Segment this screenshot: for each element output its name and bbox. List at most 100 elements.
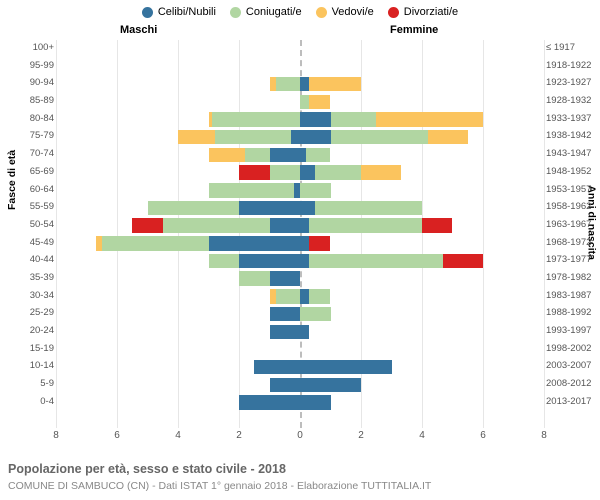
bar-segment	[300, 130, 331, 145]
bar-segment	[209, 254, 240, 269]
age-row: 10-142003-2007	[56, 358, 544, 376]
birth-year-label: 2013-2017	[546, 396, 598, 407]
bar-female	[300, 112, 483, 127]
bar-segment	[209, 183, 294, 198]
birth-year-label: 2008-2012	[546, 378, 598, 389]
age-row: 75-791938-1942	[56, 128, 544, 146]
birth-year-label: 1978-1982	[546, 272, 598, 283]
bar-segment	[178, 130, 215, 145]
bar-segment	[300, 325, 309, 340]
bar-female	[300, 236, 330, 251]
bar-segment	[239, 201, 300, 216]
chart-subtitle: COMUNE DI SAMBUCO (CN) - Dati ISTAT 1° g…	[8, 480, 431, 492]
bar-segment	[428, 130, 468, 145]
legend-label: Divorziati/e	[404, 6, 458, 18]
age-row: 65-691948-1952	[56, 164, 544, 182]
bar-segment	[215, 130, 291, 145]
age-label: 35-39	[16, 272, 54, 283]
gender-male-label: Maschi	[120, 24, 157, 36]
x-tick-label: 0	[297, 430, 303, 441]
age-row: 45-491968-1972	[56, 235, 544, 253]
age-row: 55-591958-1962	[56, 199, 544, 217]
x-tick-label: 8	[53, 430, 59, 441]
gridline	[544, 40, 545, 428]
bar-male	[270, 289, 300, 304]
age-row: 95-991918-1922	[56, 58, 544, 76]
age-label: 25-29	[16, 307, 54, 318]
bar-segment	[300, 289, 309, 304]
bar-female	[300, 201, 422, 216]
bar-segment	[300, 77, 309, 92]
age-label: 20-24	[16, 325, 54, 336]
bar-segment	[239, 165, 270, 180]
age-row: 15-191998-2002	[56, 341, 544, 359]
age-label: 30-34	[16, 290, 54, 301]
age-label: 0-4	[16, 396, 54, 407]
x-tick-label: 4	[419, 430, 425, 441]
bar-segment	[361, 165, 401, 180]
bar-male	[209, 183, 300, 198]
x-tick-label: 4	[175, 430, 181, 441]
bar-segment	[270, 165, 301, 180]
bar-male	[209, 112, 300, 127]
bar-segment	[102, 236, 209, 251]
age-label: 60-64	[16, 184, 54, 195]
birth-year-label: 1998-2002	[546, 343, 598, 354]
bar-segment	[443, 254, 483, 269]
bar-segment	[300, 165, 315, 180]
birth-year-label: 1918-1922	[546, 60, 598, 71]
bar-female	[300, 183, 331, 198]
age-label: 100+	[16, 42, 54, 53]
bar-segment	[300, 236, 309, 251]
x-tick-label: 2	[236, 430, 242, 441]
bar-segment	[315, 165, 361, 180]
bar-segment	[376, 112, 483, 127]
birth-year-label: 1993-1997	[546, 325, 598, 336]
bar-female	[300, 325, 309, 340]
bar-segment	[239, 395, 300, 410]
bar-segment	[300, 218, 309, 233]
bar-segment	[148, 201, 240, 216]
age-row: 35-391978-1982	[56, 270, 544, 288]
age-label: 40-44	[16, 254, 54, 265]
bar-segment	[270, 378, 301, 393]
x-axis: 864202468	[56, 430, 544, 444]
bar-male	[132, 218, 300, 233]
age-row: 70-741943-1947	[56, 146, 544, 164]
x-tick-label: 6	[114, 430, 120, 441]
bar-segment	[212, 112, 300, 127]
bar-segment	[300, 95, 309, 110]
bar-segment	[245, 148, 269, 163]
legend-swatch	[316, 7, 327, 18]
bar-male	[270, 378, 301, 393]
bar-segment	[300, 378, 361, 393]
bar-segment	[291, 130, 300, 145]
bar-segment	[315, 201, 422, 216]
age-row: 20-241993-1997	[56, 323, 544, 341]
bar-segment	[309, 254, 443, 269]
bar-segment	[254, 360, 300, 375]
bar-female	[300, 130, 468, 145]
legend-item: Coniugati/e	[230, 6, 302, 18]
bar-female	[300, 77, 361, 92]
age-row: 0-42013-2017	[56, 394, 544, 412]
birth-year-label: 1963-1967	[546, 219, 598, 230]
bar-male	[270, 325, 301, 340]
birth-year-label: ≤ 1917	[546, 42, 598, 53]
legend-label: Coniugati/e	[246, 6, 302, 18]
age-label: 10-14	[16, 360, 54, 371]
birth-year-label: 1923-1927	[546, 77, 598, 88]
birth-year-label: 1938-1942	[546, 130, 598, 141]
age-label: 75-79	[16, 130, 54, 141]
age-row: 40-441973-1977	[56, 252, 544, 270]
bar-female	[300, 254, 483, 269]
age-row: 90-941923-1927	[56, 75, 544, 93]
bar-female	[300, 289, 330, 304]
legend-swatch	[142, 7, 153, 18]
bar-segment	[300, 201, 315, 216]
x-tick-label: 8	[541, 430, 547, 441]
legend-item: Vedovi/e	[316, 6, 374, 18]
bar-female	[300, 165, 401, 180]
age-row: 5-92008-2012	[56, 376, 544, 394]
age-label: 95-99	[16, 60, 54, 71]
